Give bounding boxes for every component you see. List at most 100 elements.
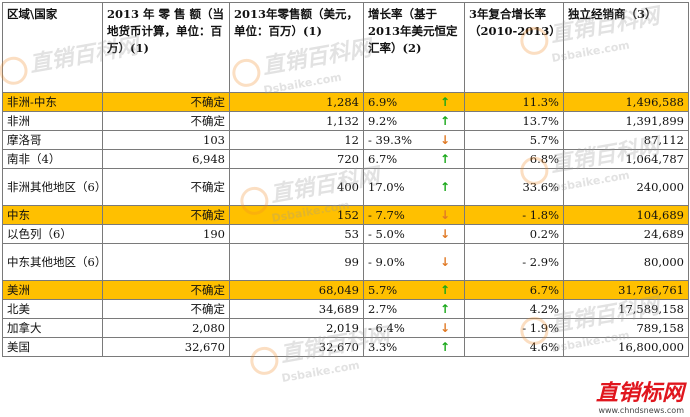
arrow-up-icon: ↑ — [439, 283, 450, 297]
local-sales-cell-text: 2,080 — [192, 321, 225, 335]
local-sales-cell-text: 190 — [203, 227, 225, 241]
growth-cell-text: - 7.7% — [368, 208, 405, 222]
region-cell-text: 摩洛哥 — [7, 133, 42, 147]
arrow-down-icon: ↓ — [439, 133, 450, 147]
cagr-cell-text: 6.8% — [529, 152, 559, 166]
usd-sales-cell: 32,670 — [229, 337, 364, 357]
brand-logo: 直销标网 www.chndsnews.com — [595, 381, 684, 416]
cagr-cell: 6.7% — [464, 280, 564, 300]
usd-sales-cell-text: 32,670 — [318, 340, 359, 354]
region-cell: 摩洛哥 — [2, 130, 103, 150]
region-cell-text: 非洲 — [7, 114, 30, 128]
sales-table: 区域\国家 2013 年 零 售 额（当地货币计算，单位：百万）(1) 2013… — [2, 2, 689, 357]
usd-sales-cell: 400 — [229, 168, 364, 206]
cagr-cell: 0.2% — [464, 224, 564, 244]
table-row: 南非（4） 6,948 720 6.7% ↑ 6.8% 1,064,787 — [2, 149, 689, 169]
distributors-cell-text: 24,689 — [643, 227, 684, 241]
cagr-cell: 6.8% — [464, 149, 564, 169]
distributors-cell: 31,786,761 — [563, 280, 689, 300]
table-row: 非洲其他地区（6） 不确定 400 17.0% ↑ 33.6% 240,000 — [2, 168, 689, 206]
growth-cell: - 6.4% ↓ — [363, 318, 465, 338]
usd-sales-cell-text: 68,049 — [318, 283, 359, 297]
distributors-cell: 80,000 — [563, 243, 689, 281]
cagr-cell-text: 0.2% — [529, 227, 559, 241]
usd-sales-cell-text: 2,019 — [326, 321, 359, 335]
distributors-cell-text: 789,158 — [636, 321, 684, 335]
region-cell-text: 非洲-中东 — [7, 95, 57, 109]
region-cell: 以色列（6） — [2, 224, 103, 244]
table-row: 美国 32,670 32,670 3.3% ↑ 4.6% 16,800,000 — [2, 337, 689, 357]
distributors-cell: 1,064,787 — [563, 149, 689, 169]
local-sales-cell: 不确定 — [102, 111, 230, 131]
usd-sales-cell: 152 — [229, 205, 364, 225]
cagr-cell: 33.6% — [464, 168, 564, 206]
distributors-cell: 87,112 — [563, 130, 689, 150]
local-sales-cell: 不确定 — [102, 168, 230, 206]
distributors-cell: 240,000 — [563, 168, 689, 206]
cagr-cell: - 2.9% — [464, 243, 564, 281]
growth-cell: - 39.3% ↓ — [363, 130, 465, 150]
cagr-cell-text: - 1.8% — [522, 208, 559, 222]
usd-sales-cell: 34,689 — [229, 299, 364, 319]
cagr-cell-text: 4.2% — [529, 302, 559, 316]
usd-sales-cell: 1,132 — [229, 111, 364, 131]
distributors-cell: 17,589,158 — [563, 299, 689, 319]
region-cell-text: 中东其他地区（6） — [7, 255, 103, 269]
growth-cell-text: 6.7% — [368, 152, 398, 166]
distributors-cell-text: 1,064,787 — [625, 152, 684, 166]
table-row: 非洲 不确定 1,132 9.2% ↑ 13.7% 1,391,899 — [2, 111, 689, 131]
arrow-up-icon: ↑ — [439, 152, 450, 166]
table-row: 美洲 不确定 68,049 5.7% ↑ 6.7% 31,786,761 — [2, 280, 689, 300]
local-sales-cell: 2,080 — [102, 318, 230, 338]
table-row: 以色列（6） 190 53 - 5.0% ↓ 0.2% 24,689 — [2, 224, 689, 244]
local-sales-cell-text: 不确定 — [190, 180, 226, 194]
header-local-sales: 2013 年 零 售 额（当地货币计算，单位：百万）(1) — [102, 2, 230, 93]
local-sales-cell-text: 不确定 — [190, 208, 226, 222]
local-sales-cell — [102, 243, 230, 281]
cagr-cell: 4.6% — [464, 337, 564, 357]
region-cell-text: 北美 — [7, 302, 30, 316]
growth-cell: 6.9% ↑ — [363, 92, 465, 112]
usd-sales-cell-text: 400 — [337, 180, 359, 194]
local-sales-cell-text: 不确定 — [190, 114, 226, 128]
local-sales-cell: 103 — [102, 130, 230, 150]
growth-cell-text: - 9.0% — [368, 255, 405, 269]
usd-sales-cell: 53 — [229, 224, 364, 244]
arrow-up-icon: ↑ — [439, 180, 450, 194]
local-sales-cell-text: 103 — [203, 133, 225, 147]
arrow-down-icon: ↓ — [439, 321, 450, 335]
usd-sales-cell-text: 34,689 — [318, 302, 359, 316]
usd-sales-cell: 68,049 — [229, 280, 364, 300]
arrow-down-icon: ↓ — [439, 255, 450, 269]
region-cell: 非洲-中东 — [2, 92, 103, 112]
distributors-cell: 789,158 — [563, 318, 689, 338]
growth-cell-text: 5.7% — [368, 283, 398, 297]
region-cell-text: 非洲其他地区（6） — [7, 180, 103, 194]
usd-sales-cell-text: 12 — [344, 133, 359, 147]
table-row: 中东其他地区（6） 99 - 9.0% ↓ - 2.9% 80,000 — [2, 243, 689, 281]
region-cell: 北美 — [2, 299, 103, 319]
arrow-down-icon: ↓ — [439, 208, 450, 222]
table-row: 摩洛哥 103 12 - 39.3% ↓ 5.7% 87,112 — [2, 130, 689, 150]
local-sales-cell: 不确定 — [102, 299, 230, 319]
cagr-cell-text: 4.6% — [529, 340, 559, 354]
growth-cell: 9.2% ↑ — [363, 111, 465, 131]
cagr-cell: 11.3% — [464, 92, 564, 112]
usd-sales-cell-text: 99 — [344, 255, 359, 269]
growth-cell: 3.3% ↑ — [363, 337, 465, 357]
growth-cell: 2.7% ↑ — [363, 299, 465, 319]
header-row: 区域\国家 2013 年 零 售 额（当地货币计算，单位：百万）(1) 2013… — [2, 2, 689, 93]
distributors-cell-text: 1,496,588 — [625, 95, 684, 109]
distributors-cell: 16,800,000 — [563, 337, 689, 357]
cagr-cell-text: 33.6% — [522, 180, 559, 194]
growth-cell: - 5.0% ↓ — [363, 224, 465, 244]
usd-sales-cell: 720 — [229, 149, 364, 169]
growth-cell-text: 2.7% — [368, 302, 398, 316]
region-cell: 中东其他地区（6） — [2, 243, 103, 281]
distributors-cell: 104,689 — [563, 205, 689, 225]
cagr-cell: - 1.9% — [464, 318, 564, 338]
local-sales-cell-text: 不确定 — [190, 283, 226, 297]
arrow-up-icon: ↑ — [439, 114, 450, 128]
cagr-cell: 13.7% — [464, 111, 564, 131]
region-cell-text: 中东 — [7, 208, 30, 222]
